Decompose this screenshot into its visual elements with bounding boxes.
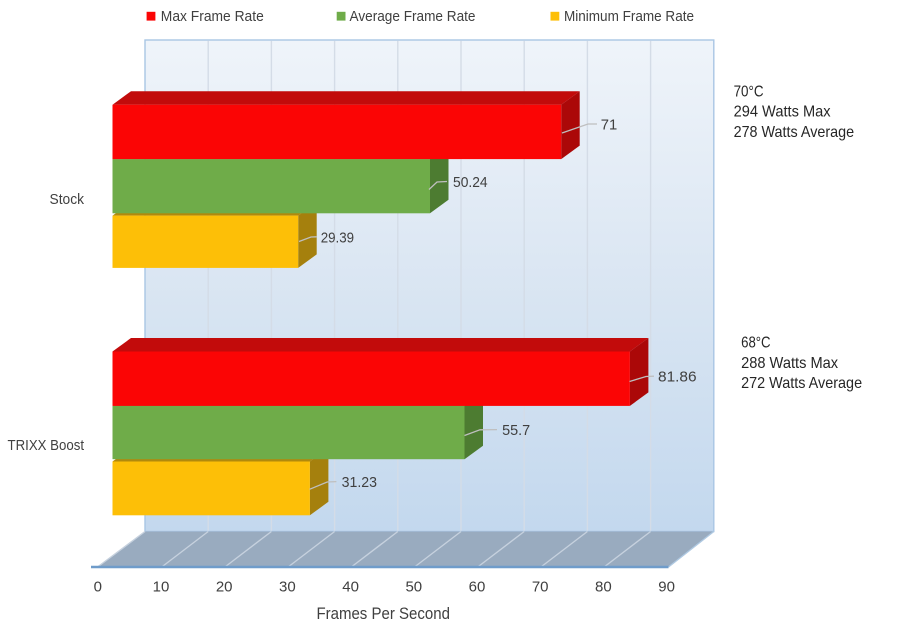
- svg-text:0: 0: [94, 579, 102, 596]
- svg-text:31.23: 31.23: [342, 474, 377, 491]
- svg-text:Minimum Frame Rate: Minimum Frame Rate: [564, 8, 694, 25]
- svg-text:50.24: 50.24: [453, 174, 488, 191]
- svg-text:294 Watts Max: 294 Watts Max: [734, 104, 831, 121]
- svg-text:80: 80: [595, 579, 612, 596]
- svg-text:Max Frame Rate: Max Frame Rate: [161, 8, 264, 25]
- svg-text:90: 90: [658, 579, 675, 596]
- svg-text:29.39: 29.39: [321, 230, 354, 247]
- svg-text:20: 20: [216, 579, 233, 596]
- svg-text:10: 10: [153, 579, 170, 596]
- svg-text:81.86: 81.86: [658, 369, 697, 386]
- svg-text:70°C: 70°C: [734, 83, 764, 100]
- svg-text:30: 30: [279, 579, 296, 596]
- svg-text:68°C: 68°C: [741, 335, 771, 352]
- svg-text:50: 50: [405, 579, 422, 596]
- svg-text:55.7: 55.7: [502, 422, 530, 439]
- svg-text:70: 70: [532, 579, 549, 596]
- svg-text:71: 71: [601, 117, 618, 134]
- svg-text:278 Watts Average: 278 Watts Average: [734, 124, 855, 141]
- svg-text:40: 40: [342, 579, 359, 596]
- svg-text:Frames Per Second: Frames Per Second: [316, 604, 450, 623]
- svg-text:288 Watts Max: 288 Watts Max: [741, 355, 838, 372]
- svg-text:Stock: Stock: [50, 191, 85, 208]
- svg-text:272 Watts Average: 272 Watts Average: [741, 375, 862, 392]
- svg-text:60: 60: [469, 579, 486, 596]
- svg-text:TRIXX Boost: TRIXX Boost: [8, 437, 85, 454]
- svg-text:Average Frame Rate: Average Frame Rate: [350, 8, 476, 25]
